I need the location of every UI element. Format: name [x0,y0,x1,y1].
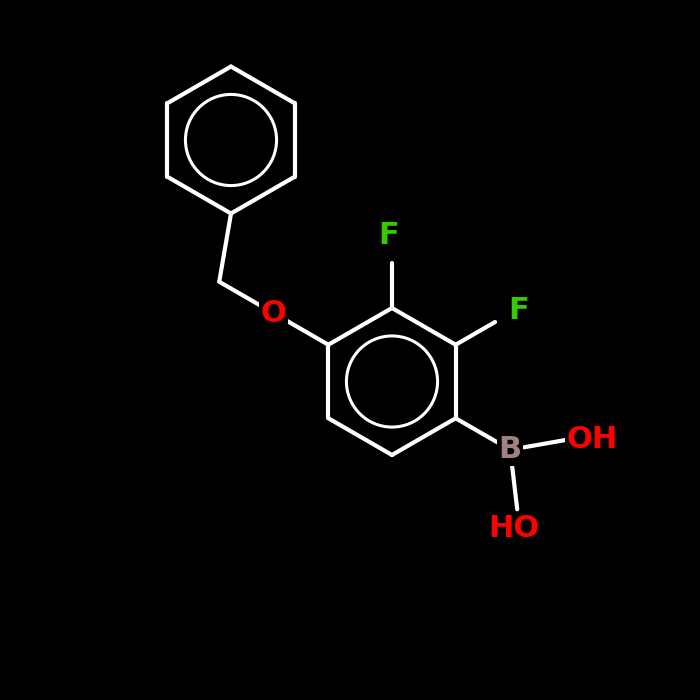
Text: O: O [261,299,287,328]
Text: B: B [498,435,522,464]
Text: HO: HO [488,514,539,543]
Text: F: F [508,296,528,326]
Text: F: F [378,221,399,251]
Text: OH: OH [566,425,617,454]
